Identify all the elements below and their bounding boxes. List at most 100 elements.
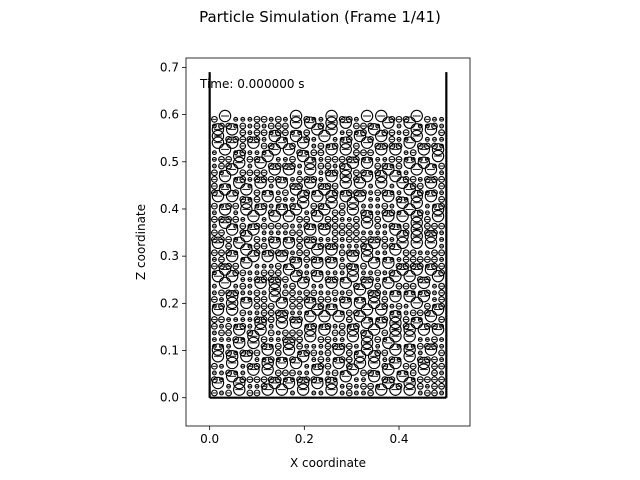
particle: [211, 216, 218, 223]
particle: [367, 323, 381, 336]
particle: [432, 303, 437, 309]
particle: [282, 263, 296, 276]
particle: [233, 236, 246, 250]
particle: [260, 176, 268, 183]
particle: [331, 236, 339, 243]
particle: [396, 290, 402, 296]
particle: [353, 383, 359, 389]
particle: [304, 156, 317, 169]
particle: [282, 143, 296, 156]
particle: [410, 196, 423, 209]
particle: [395, 302, 403, 310]
particle: [403, 203, 416, 216]
particle: [282, 162, 289, 170]
particle: [260, 276, 268, 283]
particle: [239, 322, 247, 330]
particle: [389, 257, 395, 262]
y-tick-label: 0.5: [160, 155, 179, 169]
particle: [381, 296, 389, 303]
particle: [290, 250, 295, 256]
particle: [360, 303, 374, 316]
particle: [240, 297, 246, 302]
particle: [416, 382, 424, 390]
particle: [296, 316, 303, 323]
particle: [403, 269, 416, 283]
particle: [410, 263, 423, 276]
particle: [268, 236, 281, 250]
particle: [409, 182, 417, 190]
particle: [432, 297, 437, 302]
particle: [267, 176, 275, 183]
particle: [318, 257, 324, 262]
particle: [310, 236, 318, 243]
particle: [239, 149, 247, 157]
particle: [403, 196, 409, 202]
particle: [282, 329, 289, 337]
particle: [438, 249, 445, 257]
particle: [218, 203, 232, 216]
particle: [296, 196, 310, 209]
particle: [311, 376, 324, 390]
particle: [345, 129, 353, 137]
particle: [260, 169, 268, 177]
particle: [375, 109, 388, 123]
particle: [410, 377, 416, 383]
particle: [410, 290, 416, 296]
particle: [282, 357, 288, 363]
particle: [233, 237, 239, 242]
particle: [346, 330, 360, 343]
particle: [233, 317, 239, 322]
particle: [289, 162, 296, 170]
particle: [261, 357, 267, 363]
particle: [382, 223, 388, 229]
particle: [239, 196, 247, 203]
particle: [403, 116, 416, 129]
particle: [232, 336, 240, 343]
particle: [296, 249, 303, 257]
particle: [331, 342, 339, 350]
particle: [431, 336, 438, 343]
particle: [360, 330, 374, 343]
particle: [296, 216, 303, 223]
particle: [247, 323, 253, 329]
particle: [402, 322, 410, 330]
particle: [233, 370, 239, 376]
particle: [325, 123, 338, 136]
particle: [388, 222, 396, 230]
particle: [261, 383, 274, 396]
particle: [396, 130, 402, 136]
particle: [253, 249, 261, 257]
particle: [439, 190, 445, 196]
particle: [267, 236, 275, 243]
particle: [381, 189, 389, 197]
particle: [219, 323, 224, 329]
particle: [439, 257, 445, 262]
particle: [253, 242, 261, 250]
particle: [211, 169, 218, 177]
particle: [218, 316, 225, 323]
particle: [396, 136, 402, 142]
particle: [439, 136, 445, 142]
particle: [382, 116, 395, 129]
particle: [389, 223, 402, 236]
particle: [339, 257, 345, 262]
particle: [275, 203, 281, 209]
particle: [388, 135, 396, 143]
particle: [367, 389, 374, 397]
particle: [331, 229, 339, 237]
particle: [417, 350, 423, 356]
particle: [260, 382, 268, 390]
particle: [410, 189, 423, 203]
particle: [303, 135, 311, 143]
particle: [353, 377, 359, 383]
particle: [239, 122, 247, 130]
particle: [240, 370, 246, 376]
particle: [267, 276, 275, 283]
particle: [324, 242, 332, 250]
particle: [345, 309, 353, 317]
particle: [225, 122, 232, 130]
particle: [303, 289, 311, 297]
particle: [396, 229, 409, 243]
particle: [396, 370, 402, 376]
particle: [410, 316, 423, 330]
